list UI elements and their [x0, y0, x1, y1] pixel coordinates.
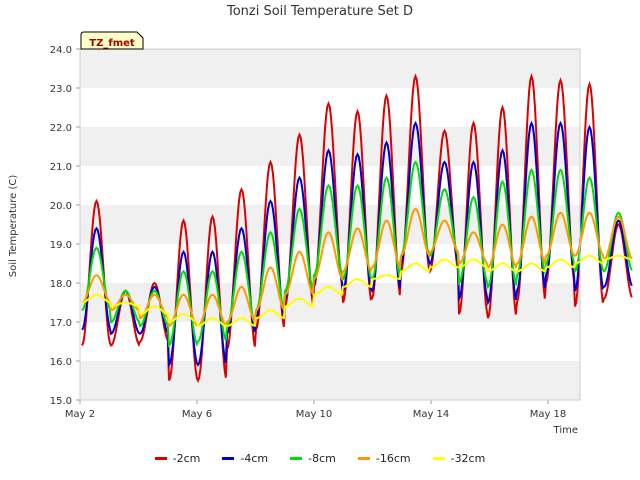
y-tick-label: 24.0 [50, 45, 72, 56]
x-axis-label: Time [553, 425, 578, 436]
y-axis-label: Soil Temperature (C) [8, 175, 19, 278]
legend-label: -4cm [240, 452, 269, 465]
legend-item: -4cm [222, 452, 268, 465]
y-tick-label: 18.0 [50, 279, 72, 290]
grid-band [80, 322, 580, 361]
legend-item: -8cm [290, 452, 336, 465]
x-axis: May 2 May 6 May 10 May 14 May 18 [65, 400, 566, 420]
series-lines [81, 72, 633, 383]
grid-band [80, 244, 580, 283]
grid-band [80, 205, 580, 244]
y-tick-label: 22.0 [50, 123, 72, 134]
y-tick-label: 17.0 [50, 318, 72, 329]
legend-item: -16cm [357, 452, 411, 465]
legend-swatch [290, 457, 303, 460]
legend-label: -16cm [375, 452, 411, 465]
legend-swatch [222, 457, 235, 460]
legend-label: -8cm [308, 452, 336, 465]
chart-title: Tonzi Soil Temperature Set D [226, 4, 413, 19]
legend-label: -2cm [172, 452, 201, 465]
x-tick-label: May 18 [530, 409, 567, 420]
legend-swatch [432, 457, 445, 460]
x-tick-label: May 2 [65, 409, 95, 420]
y-tick-label: 16.0 [50, 357, 72, 368]
y-tick-label: 15.0 [50, 396, 72, 407]
series-line-8cm [81, 160, 633, 348]
legend: -2cm -4cm -8cm -16cm -32cm [0, 452, 640, 465]
y-tick-label: 19.0 [50, 240, 72, 251]
grid-bands [80, 49, 580, 400]
series-line-32cm [81, 254, 632, 328]
grid-band [80, 283, 580, 322]
x-tick-label: May 6 [182, 409, 212, 420]
grid-band [80, 49, 580, 88]
annotation-box: TZ_fmet [80, 31, 144, 50]
legend-label: -32cm [450, 452, 486, 465]
y-tick-label: 23.0 [50, 84, 72, 95]
y-tick-label: 21.0 [50, 162, 72, 173]
grid-band [80, 361, 580, 400]
annotation-label: TZ_fmet [89, 38, 135, 49]
y-tick-label: 20.0 [50, 201, 72, 212]
x-tick-label: May 10 [296, 409, 333, 420]
plot-frame [79, 48, 581, 401]
legend-item: -2cm [154, 452, 201, 465]
legend-item: -32cm [432, 452, 486, 465]
x-tick-label: May 14 [413, 409, 450, 420]
legend-swatch [154, 457, 167, 460]
legend-swatch [357, 457, 370, 460]
series-line-16cm [81, 207, 633, 328]
y-axis: 15.0 16.0 17.0 18.0 19.0 20.0 21.0 22.0 23.0 24.0 [50, 45, 80, 407]
